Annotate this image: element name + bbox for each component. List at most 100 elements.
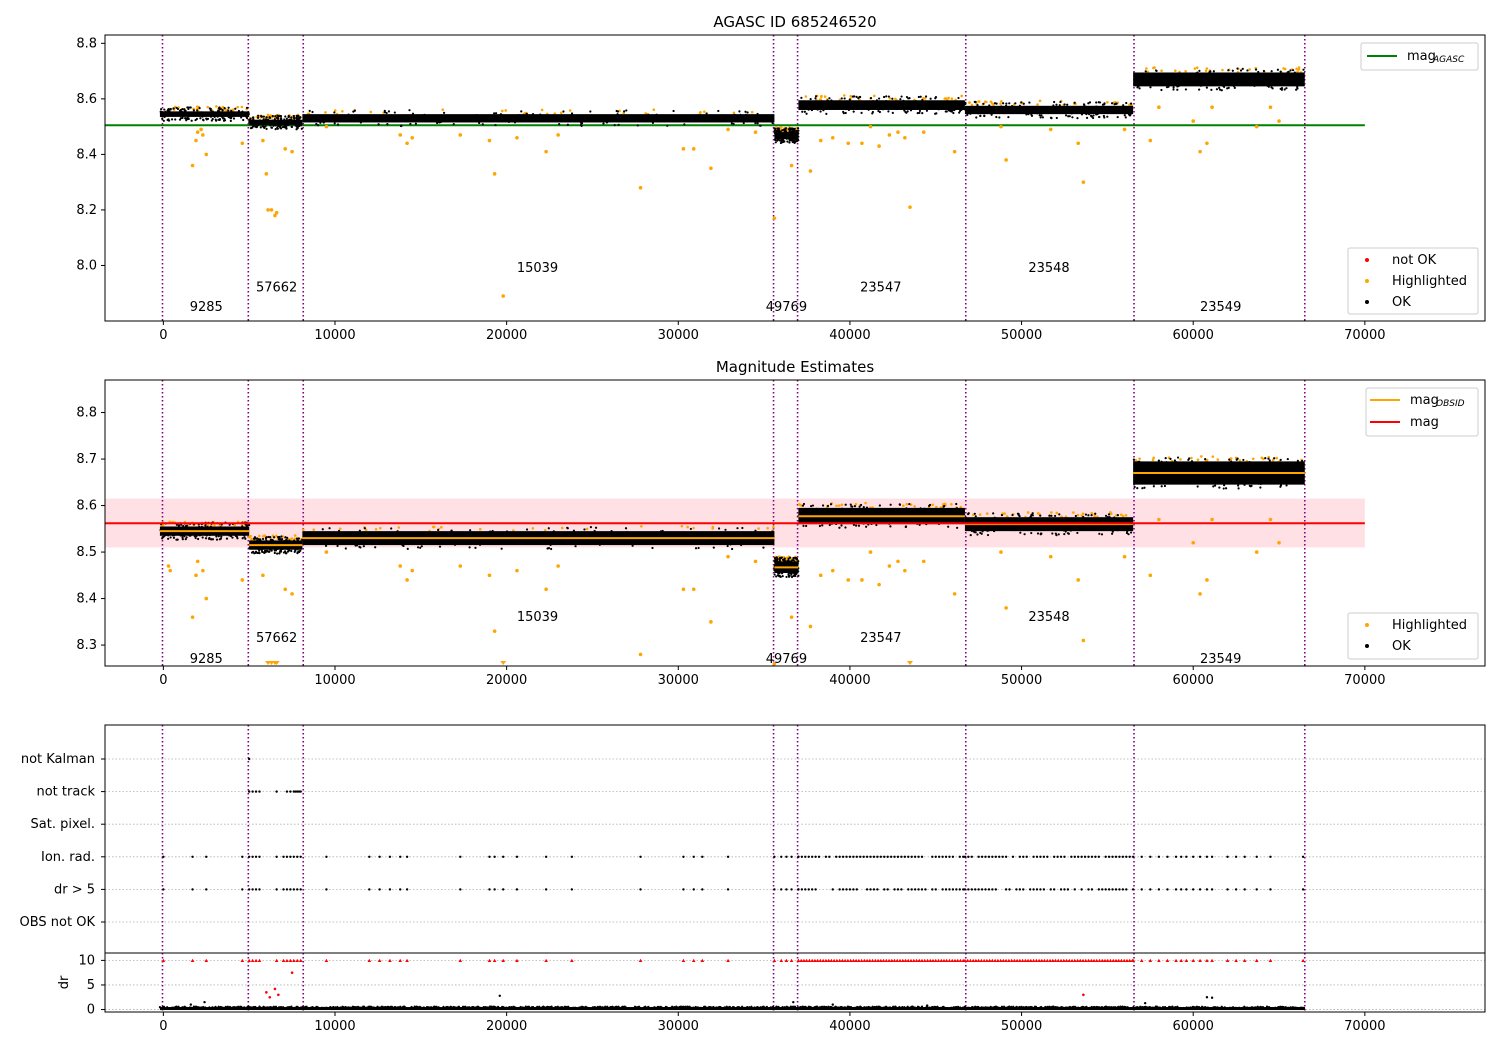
ok-point xyxy=(1199,466,1202,470)
flag-point xyxy=(980,855,984,858)
ok-point xyxy=(589,535,592,538)
ok-point xyxy=(1212,485,1215,488)
ok-point xyxy=(378,539,381,542)
ok-point xyxy=(191,527,194,531)
ok-point xyxy=(807,108,810,111)
y-tick-label: 8.6 xyxy=(76,499,97,514)
highlighted-point xyxy=(236,105,239,109)
ok-point xyxy=(173,534,176,537)
flag-point xyxy=(780,888,783,891)
ok-point xyxy=(975,116,978,119)
ok-point xyxy=(1138,460,1141,463)
ok-point xyxy=(1169,82,1173,85)
ok-point xyxy=(849,503,852,506)
ok-point xyxy=(272,122,276,125)
ok-point xyxy=(1264,457,1267,460)
ok-point xyxy=(797,135,800,138)
ok-point xyxy=(786,132,789,135)
ok-point xyxy=(933,507,936,511)
ok-point xyxy=(697,534,700,537)
ok-point xyxy=(623,534,627,537)
dr-clipped-point xyxy=(1254,958,1259,962)
ok-point xyxy=(688,534,691,537)
highlighted-point xyxy=(686,525,689,529)
ok-point xyxy=(478,121,481,125)
ok-point xyxy=(1187,458,1190,461)
highlighted-point xyxy=(1191,540,1196,545)
ok-point xyxy=(1149,86,1152,89)
legend-label: Highlighted xyxy=(1392,618,1467,633)
ok-point xyxy=(1085,112,1088,116)
ok-point xyxy=(1093,519,1096,522)
ok-point xyxy=(1095,101,1098,104)
dr-clipped-point xyxy=(1157,958,1161,962)
ok-point xyxy=(992,512,995,515)
ok-point xyxy=(952,100,955,103)
ok-point xyxy=(1256,81,1259,84)
flag-point xyxy=(845,888,848,891)
highlighted-point xyxy=(640,524,643,528)
ok-point xyxy=(605,121,609,124)
ok-point xyxy=(1008,107,1011,110)
ok-point xyxy=(278,552,281,555)
ok-point xyxy=(1018,104,1021,107)
highlighted-point xyxy=(818,98,822,101)
ok-point xyxy=(786,140,789,143)
ok-point xyxy=(507,120,511,123)
y-tick-label: 5 xyxy=(87,978,95,993)
ok-point xyxy=(249,122,252,125)
flag-point xyxy=(931,855,934,858)
legend-label: not OK xyxy=(1392,253,1437,268)
ok-point xyxy=(1098,101,1102,104)
ok-point xyxy=(1014,525,1017,528)
highlighted-point xyxy=(1160,69,1163,72)
ok-point xyxy=(258,552,261,555)
ok-point xyxy=(1205,86,1208,89)
ok-point xyxy=(774,138,777,142)
ok-point xyxy=(260,548,264,552)
ok-point xyxy=(1297,475,1300,478)
ok-point xyxy=(1127,533,1130,536)
ok-point xyxy=(878,110,881,114)
ok-point xyxy=(801,504,805,507)
dr-clipped-point xyxy=(884,958,889,962)
dr-clipped-point xyxy=(898,958,902,962)
ok-point xyxy=(816,100,819,103)
dr-clipped-point xyxy=(1116,958,1121,962)
ok-point xyxy=(273,536,276,539)
ok-point xyxy=(839,103,842,107)
ok-point xyxy=(184,538,187,541)
flag-point xyxy=(896,855,900,858)
ok-point xyxy=(273,549,276,552)
flag-point xyxy=(1192,888,1195,891)
ok-point xyxy=(726,544,729,548)
flag-point xyxy=(1070,855,1073,858)
ok-point xyxy=(818,524,821,528)
ok-point xyxy=(1270,86,1273,89)
ok-point xyxy=(1023,533,1026,536)
dr-point-not-ok xyxy=(290,971,294,974)
ok-point xyxy=(445,541,448,544)
ok-point xyxy=(1095,105,1098,108)
flag-point xyxy=(459,888,462,891)
ok-point xyxy=(847,103,850,106)
ok-point xyxy=(1253,74,1256,77)
flag-point xyxy=(828,855,831,858)
flag-point xyxy=(893,855,896,858)
dr-clipped-point xyxy=(903,958,908,962)
flag-point xyxy=(1301,888,1305,891)
ok-point xyxy=(934,106,937,109)
ok-point xyxy=(552,530,555,533)
ok-point xyxy=(261,122,264,125)
highlighted-point xyxy=(750,110,754,114)
ok-point xyxy=(956,526,959,529)
ok-point xyxy=(299,540,302,543)
highlighted-point xyxy=(275,534,278,538)
ok-point xyxy=(855,524,858,527)
ok-point xyxy=(248,546,251,550)
highlighted-point xyxy=(1198,592,1202,596)
highlighted-point xyxy=(1205,578,1209,582)
ok-point xyxy=(903,109,906,112)
flag-point xyxy=(1255,855,1258,858)
